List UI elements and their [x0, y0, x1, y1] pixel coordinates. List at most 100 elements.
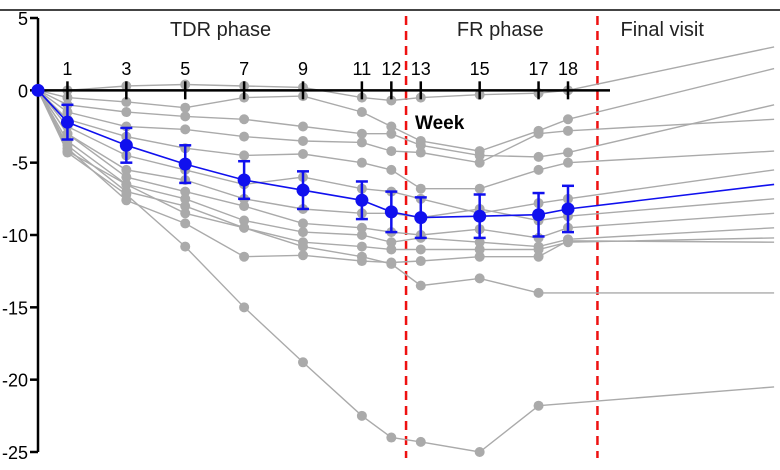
x-tick-label: 9 — [298, 59, 308, 79]
individual-point — [533, 287, 544, 298]
individual-point — [386, 258, 397, 269]
individual-point — [180, 208, 191, 219]
individual-point — [356, 157, 367, 168]
y-tick-label: -25 — [2, 443, 28, 463]
x-tick-label: 11 — [353, 59, 372, 79]
individual-point — [298, 218, 308, 229]
mean-point — [384, 205, 398, 219]
individual-point — [121, 189, 132, 200]
individual-point — [415, 436, 426, 447]
mean-series-group — [31, 83, 775, 240]
individual-point — [298, 148, 308, 159]
individual-point — [298, 135, 308, 146]
x-tick-label: 13 — [411, 59, 431, 79]
individual-point — [180, 186, 191, 197]
individual-point — [180, 111, 191, 122]
individual-point — [356, 107, 367, 118]
individual-point — [474, 251, 485, 262]
individual-point — [474, 273, 485, 284]
individual-point — [356, 222, 367, 233]
individual-point — [121, 164, 132, 175]
y-tick-label: -10 — [2, 226, 28, 246]
individual-point — [121, 96, 132, 107]
individual-point — [180, 218, 191, 229]
mean-point — [119, 138, 133, 152]
individual-point — [415, 280, 426, 291]
individual-point — [356, 137, 367, 148]
individual-point — [180, 102, 191, 113]
x-tick-label: 7 — [239, 59, 249, 79]
chart-labels: Week — [415, 113, 465, 134]
individual-point — [180, 241, 191, 252]
phase-label: TDR phase — [170, 19, 271, 41]
individual-point — [356, 251, 367, 262]
individual-point — [386, 244, 397, 255]
individual-point — [533, 128, 544, 139]
individual-point — [239, 131, 250, 142]
phase-label: Final visit — [621, 19, 705, 41]
individual-series-line — [37, 90, 775, 453]
individual-point — [121, 172, 132, 183]
individual-point — [533, 244, 544, 255]
individual-point — [533, 151, 544, 162]
individual-point — [563, 125, 573, 136]
individual-point — [474, 244, 485, 255]
x-tick-label: 5 — [180, 59, 190, 79]
individual-point — [180, 201, 191, 212]
individual-point — [239, 201, 250, 212]
individual-point — [563, 157, 573, 168]
individual-point — [533, 164, 544, 175]
x-tick-label: 12 — [381, 59, 401, 79]
y-tick-label: -20 — [2, 371, 28, 391]
individual-point — [239, 302, 250, 313]
individual-series-line — [37, 89, 775, 264]
individual-point — [386, 95, 397, 106]
x-tick-label: 15 — [470, 59, 490, 79]
phase-boundaries — [404, 16, 599, 458]
individual-point — [62, 147, 73, 158]
individual-point — [415, 147, 426, 158]
x-tick-label: 18 — [558, 59, 578, 79]
phase-label: FR phase — [457, 19, 544, 41]
individual-point — [121, 107, 132, 118]
individual-point — [298, 357, 308, 368]
individual-point — [298, 227, 308, 238]
individual-point — [563, 235, 573, 246]
mean-point — [414, 211, 428, 225]
individual-point — [298, 250, 308, 261]
individual-point — [474, 183, 485, 194]
individual-series-line — [37, 89, 775, 294]
individual-point — [239, 114, 250, 125]
x-tick-label: 3 — [121, 59, 131, 79]
individual-point — [415, 256, 426, 267]
y-tick-label: 0 — [18, 81, 28, 101]
y-tick-label: -5 — [12, 154, 28, 174]
individual-point — [356, 410, 367, 421]
individual-point — [474, 150, 485, 161]
individual-point — [298, 241, 308, 252]
individual-point — [356, 128, 367, 139]
x-axis-label: Week — [415, 113, 465, 134]
individual-point — [415, 140, 426, 151]
individual-point — [180, 193, 191, 204]
individual-point — [356, 241, 367, 252]
mean-point — [296, 183, 310, 197]
mean-point — [561, 202, 575, 216]
mean-point — [473, 209, 487, 223]
individual-point — [415, 244, 426, 255]
individual-point — [386, 237, 397, 248]
individual-point — [239, 222, 250, 233]
mean-point — [178, 157, 192, 171]
individual-point — [239, 215, 250, 226]
mean-point — [31, 83, 45, 97]
x-tick-label: 17 — [529, 59, 549, 79]
individual-point — [563, 114, 573, 125]
individual-point — [239, 251, 250, 262]
individual-point — [563, 147, 573, 158]
individual-point — [386, 432, 397, 443]
individual-series-group — [37, 46, 775, 457]
mean-point — [532, 208, 546, 222]
x-tick-label: 1 — [62, 59, 72, 79]
y-tick-label: 5 — [18, 9, 28, 29]
